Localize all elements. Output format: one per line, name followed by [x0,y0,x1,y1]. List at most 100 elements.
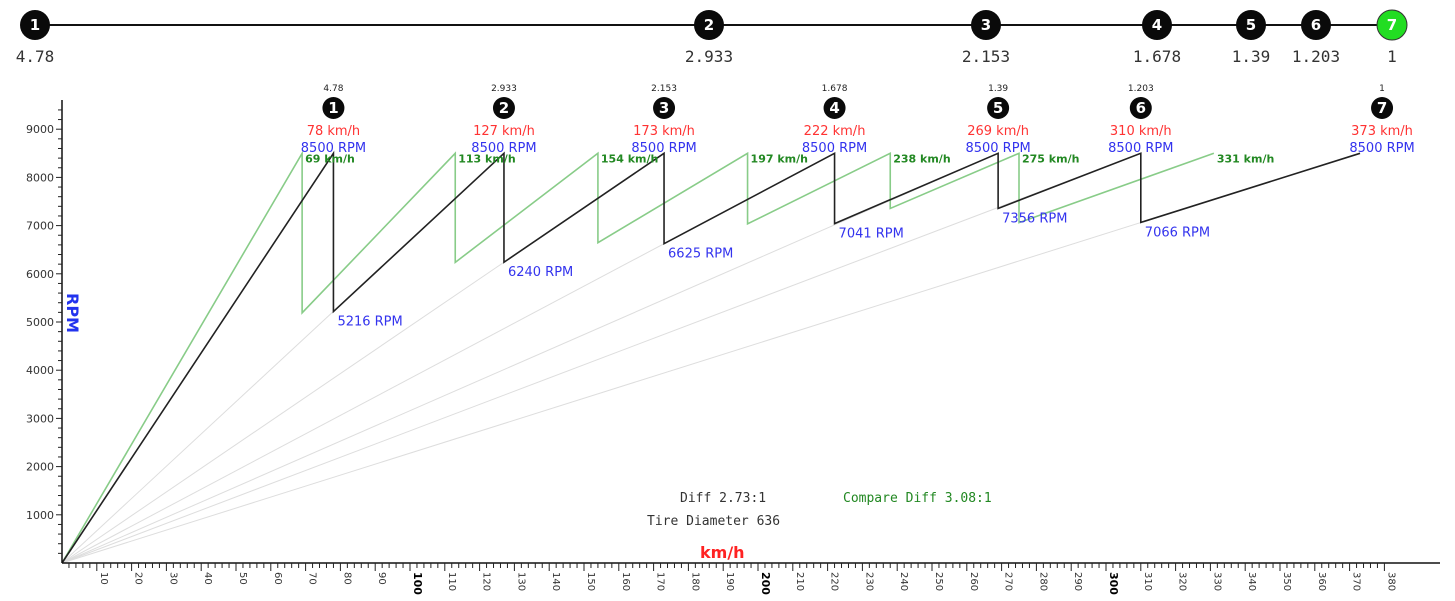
gear-ratio-small-2: 2.933 [491,84,517,94]
x-tick-label: 160 [620,572,631,591]
compare-speed-label-1: 69 km/h [305,152,355,165]
diff-label: Diff 2.73:1 [680,491,766,506]
top-rpm-label-7: 8500 RPM [1349,141,1414,156]
guide-line-gear-6 [61,152,1141,564]
compare-speed-label-2: 113 km/h [458,152,515,165]
top-rpm-label-2: 8500 RPM [471,141,536,156]
compare-speed-label-5: 238 km/h [893,152,950,165]
x-tick-label: 240 [898,572,909,591]
gear-select-ratio-1: 4.78 [16,47,55,66]
compare-diff-label: Compare Diff 3.08:1 [843,491,992,506]
x-tick-label: 30 [167,572,178,585]
gear-badge-3 [653,97,676,119]
drop-rpm-label-2: 6240 RPM [508,265,573,280]
gear-badge-6 [1129,97,1152,119]
drop-rpm-label-4: 7041 RPM [839,227,904,242]
gear-select-number-6: 6 [1311,16,1321,34]
x-tick-label: 70 [307,572,318,585]
gear-badge-1 [322,97,345,119]
x-tick-label: 50 [237,572,248,585]
compare-speed-label-3: 154 km/h [601,152,658,165]
y-tick-label: 9000 [26,123,54,136]
compare-speed-label-7: 331 km/h [1217,152,1274,165]
main-sawtooth-line [61,150,1361,564]
top-rpm-label-3: 8500 RPM [631,141,696,156]
y-tick-label: 4000 [26,364,54,377]
gear-select-ratio-7: 1 [1387,47,1397,66]
gear-select-number-1: 1 [30,16,40,34]
top-speed-label-5: 269 km/h [967,124,1029,139]
top-rpm-label-5: 8500 RPM [965,141,1030,156]
drop-rpm-label-1: 5216 RPM [337,315,402,330]
drop-rpm-label-6: 7066 RPM [1145,225,1210,240]
chart-axes: 1000 2000 3000 4000 5000 6000 7000 8000 9000 10 20… [26,100,1440,595]
y-tick-label: 3000 [26,412,54,425]
x-tick-label: 370 [1351,572,1362,591]
y-tick-label: 1000 [26,509,54,522]
compare-speed-label-6: 275 km/h [1022,152,1079,165]
x-tick-label: 90 [376,572,387,585]
gear-badge-number-3: 3 [659,99,669,117]
x-tick-label: 140 [550,572,561,591]
x-tick-label: 210 [794,572,805,591]
gear-select-ratio-4: 1.678 [1133,47,1181,66]
gear-badge-number-5: 5 [993,99,1003,117]
y-tick-label: 2000 [26,461,54,474]
drop-rpm-label-3: 6625 RPM [668,247,733,262]
drop-rpm-label-5: 7356 RPM [1002,211,1067,226]
x-tick-label: 350 [1281,572,1292,591]
gear-select-number-4: 4 [1152,16,1162,34]
gear-select-ratio-3: 2.153 [962,47,1010,66]
top-rpm-label-1: 8500 RPM [301,141,366,156]
x-tick-label: 20 [133,572,144,585]
gear-select-circle-5 [1236,10,1266,40]
top-speed-label-2: 127 km/h [473,124,535,139]
gear-select-number-5: 5 [1246,16,1256,34]
x-tick-label: 60 [272,572,283,585]
top-speed-label-3: 173 km/h [633,124,695,139]
gear-badge-number-4: 4 [829,99,839,117]
x-tick-label: 360 [1316,572,1327,591]
main-series [61,150,1361,564]
gear-badge-7 [1371,97,1394,119]
gear-ratio-small-3: 2.153 [651,84,677,94]
x-tick-label: 280 [1037,572,1048,591]
x-tick-label: 190 [724,572,735,591]
y-tick-label: 5000 [26,316,54,329]
x-tick-label: 10 [98,572,109,585]
x-tick-label: 220 [829,572,840,591]
x-tick-label: 80 [341,572,352,585]
top-speed-label-6: 310 km/h [1110,124,1172,139]
x-tick-label: 310 [1142,572,1153,591]
x-tick-label: 380 [1385,572,1396,591]
gear-badge-number-2: 2 [499,99,509,117]
gear-select-circle-1 [20,10,50,40]
y-tick-label: 8000 [26,171,54,184]
gear-select-ratio-6: 1.203 [1292,47,1340,66]
x-tick-label: 120 [481,572,492,591]
top-speed-label-7: 373 km/h [1351,124,1413,139]
y-axis-title: RPM [63,293,82,333]
x-tick-label: 150 [585,572,596,591]
gear-select-circle-3 [971,10,1001,40]
x-tick-label: 40 [202,572,213,585]
guide-line-gear-5 [61,152,999,564]
x-tick-label: 340 [1246,572,1257,591]
x-tick-label: 290 [1072,572,1083,591]
gear-ratio-small-4: 1.678 [822,84,848,94]
gear-select-circle-6 [1301,10,1331,40]
top-speed-label-4: 222 km/h [804,124,866,139]
gear-ratio-small-6: 1.203 [1128,84,1154,94]
gear-select-number-7: 7 [1387,16,1397,34]
x-axis-title: km/h [700,543,745,562]
gear-select-ratio-2: 2.933 [685,47,733,66]
info-block: Diff 2.73:1 Compare Diff 3.08:1 Tire Dia… [647,491,992,529]
gear-select-circle-4 [1142,10,1172,40]
x-tick-label: 230 [863,572,874,591]
gear-badge-number-7: 7 [1377,99,1387,117]
gear-badge-number-1: 1 [328,99,338,117]
gear-ratio-small-1: 4.78 [323,84,343,94]
x-tick-label-major: 100 [411,572,424,595]
top-rpm-label-6: 8500 RPM [1108,141,1173,156]
